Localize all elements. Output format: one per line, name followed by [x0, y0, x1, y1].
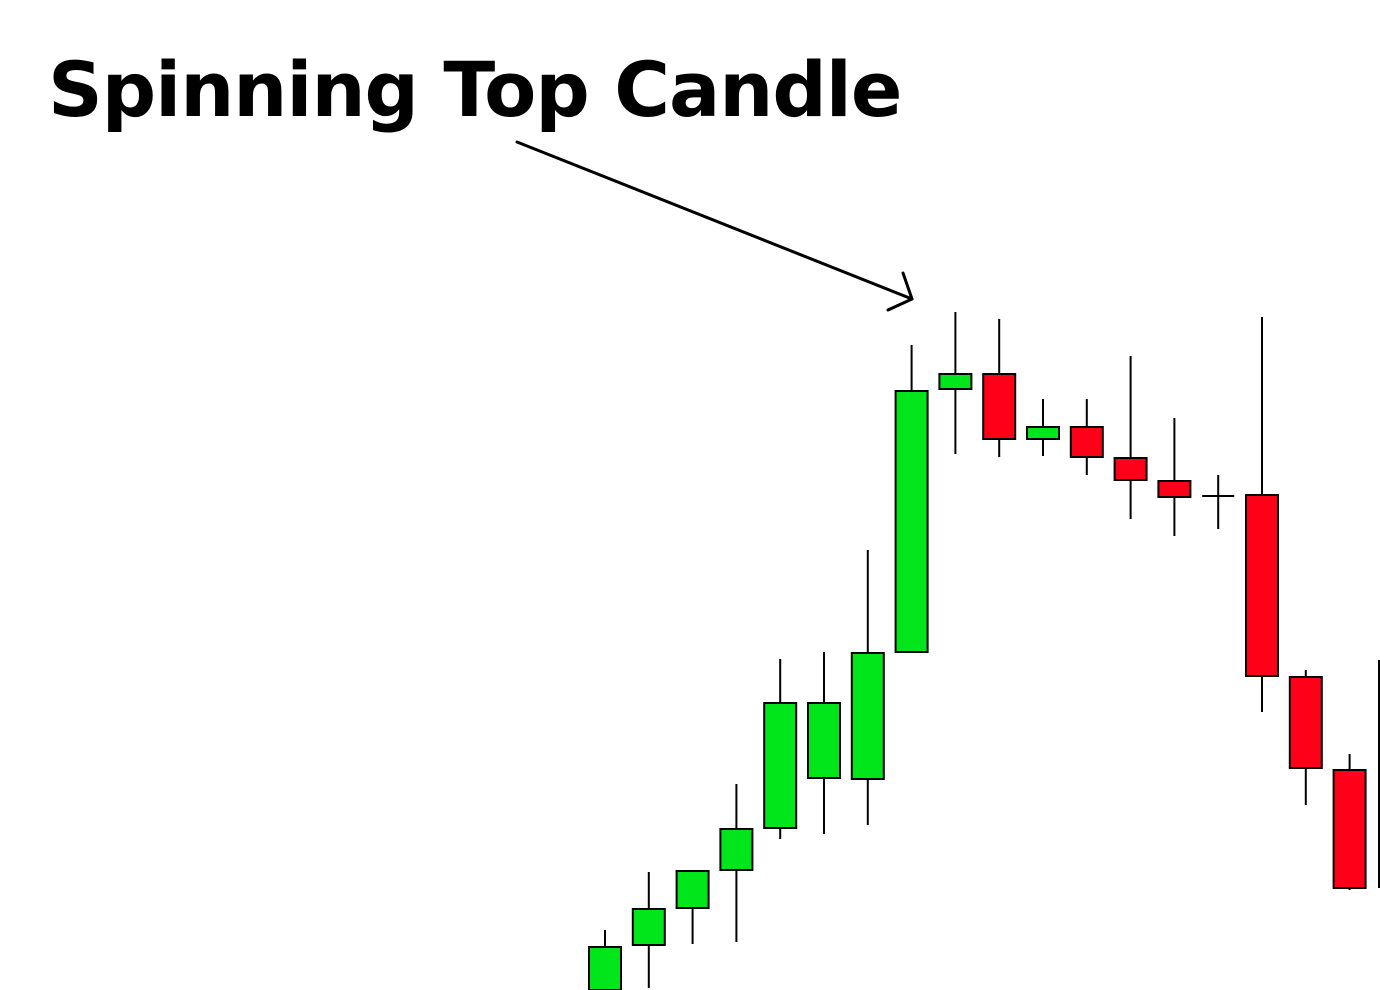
- candle-body: [1332, 769, 1367, 889]
- candle-body: [938, 373, 973, 390]
- candle-body: [1026, 426, 1060, 440]
- candle-body: [1069, 426, 1104, 458]
- candle: [588, 930, 622, 990]
- candle: [1288, 670, 1323, 805]
- candle-body: [982, 373, 1017, 440]
- candle-body: [588, 946, 622, 990]
- annotation-arrow: [515, 140, 914, 312]
- candle: [1332, 754, 1367, 890]
- candle-body: [807, 702, 841, 779]
- candle: [1245, 317, 1279, 712]
- candle: [807, 652, 841, 834]
- candle-body: [850, 652, 885, 780]
- chart-title: Spinning Top Candle: [48, 45, 902, 134]
- candle-body: [1245, 494, 1279, 677]
- candle-body: [719, 828, 754, 871]
- candle-body: [1288, 676, 1323, 769]
- candle: [1202, 475, 1235, 529]
- candle: [631, 872, 666, 988]
- candle-body: [763, 702, 798, 829]
- candle: [1069, 399, 1104, 475]
- candle-body: [894, 390, 929, 653]
- candle-body: [1113, 457, 1148, 481]
- arrow-head: [886, 271, 914, 312]
- candle: [894, 345, 929, 653]
- candle: [719, 784, 754, 942]
- candle: [763, 659, 798, 839]
- candle: [1157, 418, 1192, 536]
- candle: [1113, 356, 1148, 519]
- candle: [675, 870, 710, 944]
- candle-body: [1157, 480, 1192, 498]
- candle: [1026, 399, 1060, 456]
- candle-body: [631, 908, 666, 946]
- candle: [850, 550, 885, 825]
- arrow-shaft: [515, 140, 914, 301]
- candle: [982, 319, 1017, 457]
- candle-body: [675, 870, 710, 909]
- candle: [938, 312, 973, 454]
